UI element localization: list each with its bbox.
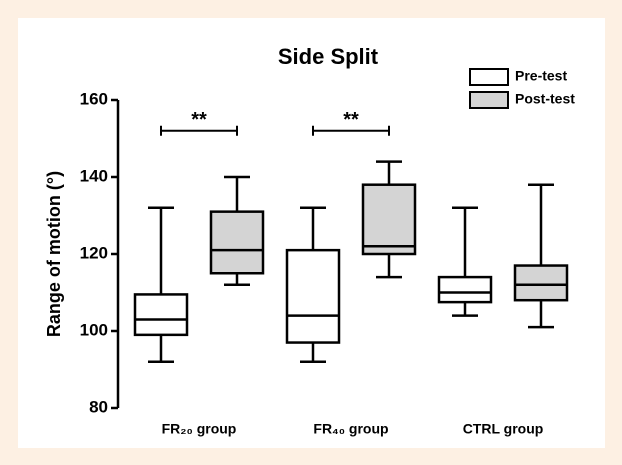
- box: [285, 248, 341, 344]
- box: [361, 183, 417, 256]
- y-axis-label: Range of motion (°): [44, 171, 64, 337]
- legend-swatch: [469, 91, 509, 109]
- box: [209, 210, 265, 275]
- y-tick-label: 100: [80, 320, 108, 339]
- panel: [18, 18, 605, 448]
- legend-label: Post-test: [515, 91, 575, 107]
- box: [437, 275, 493, 304]
- y-tick-label: 140: [80, 166, 108, 185]
- x-tick-label: CTRL group: [463, 421, 544, 437]
- y-tick-label: 160: [80, 89, 108, 108]
- x-tick-label: FR₄₀ group: [313, 421, 388, 437]
- significance-label: **: [191, 109, 207, 131]
- box: [133, 293, 189, 337]
- y-tick-label: 80: [89, 397, 108, 416]
- significance-label: **: [343, 109, 359, 131]
- box: [513, 264, 569, 302]
- significance-bracket: [160, 125, 238, 136]
- legend-label: Pre-test: [515, 68, 567, 84]
- legend-swatch: [469, 68, 509, 86]
- chart-title: Side Split: [278, 44, 379, 69]
- significance-bracket: [312, 125, 390, 136]
- x-tick-label: FR₂₀ group: [162, 421, 237, 437]
- y-tick-label: 120: [80, 243, 108, 262]
